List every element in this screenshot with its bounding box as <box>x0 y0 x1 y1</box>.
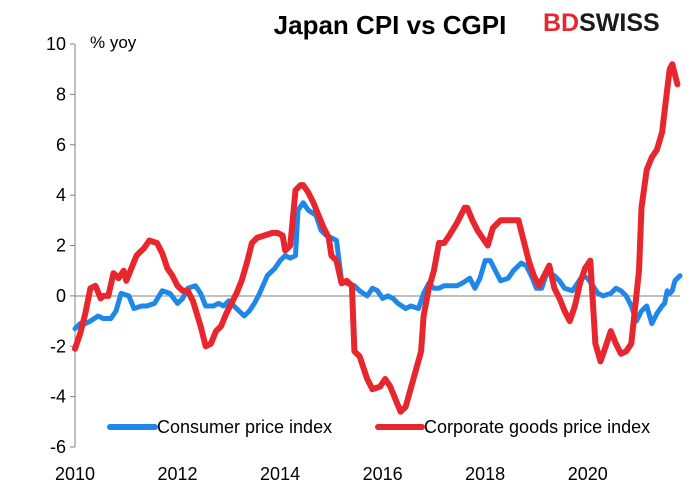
y-tick-label: -6 <box>50 437 66 457</box>
y-tick-group: -6 -4 -2 0 2 4 6 8 10 <box>46 34 75 457</box>
logo-text: BDSWISS <box>543 9 660 37</box>
y-tick-label: 2 <box>56 236 66 256</box>
y-tick-label: -2 <box>50 336 66 356</box>
x-tick-label: 2016 <box>363 464 403 484</box>
brand-logo: BDSWISS <box>543 9 660 37</box>
y-axis-unit-label: % yoy <box>90 33 137 52</box>
x-tick-group: 2010 2012 2014 2016 2018 2020 <box>55 464 608 484</box>
y-tick-label: 4 <box>56 185 66 205</box>
y-tick-label: -4 <box>50 387 66 407</box>
x-tick-label: 2014 <box>260 464 300 484</box>
series-line-cgpi <box>72 61 681 415</box>
y-tick-label: 8 <box>56 84 66 104</box>
series-line-cpi <box>72 200 683 332</box>
x-tick-label: 2010 <box>55 464 95 484</box>
y-tick-label: 0 <box>56 286 66 306</box>
x-tick-label: 2012 <box>158 464 198 484</box>
legend-label-cgpi: Corporate goods price index <box>424 417 650 437</box>
legend-label-cpi: Consumer price index <box>157 417 332 437</box>
logo-text-bd: BD <box>543 9 579 37</box>
series-group <box>72 61 683 415</box>
logo-text-swiss: SWISS <box>579 9 660 37</box>
x-tick-label: 2020 <box>568 464 608 484</box>
y-tick-label: 10 <box>46 34 66 54</box>
legend: Consumer price index Corporate goods pri… <box>107 417 650 437</box>
chart-title: Japan CPI vs CGPI <box>274 10 507 40</box>
y-tick-label: 6 <box>56 135 66 155</box>
x-tick-label: 2018 <box>465 464 505 484</box>
